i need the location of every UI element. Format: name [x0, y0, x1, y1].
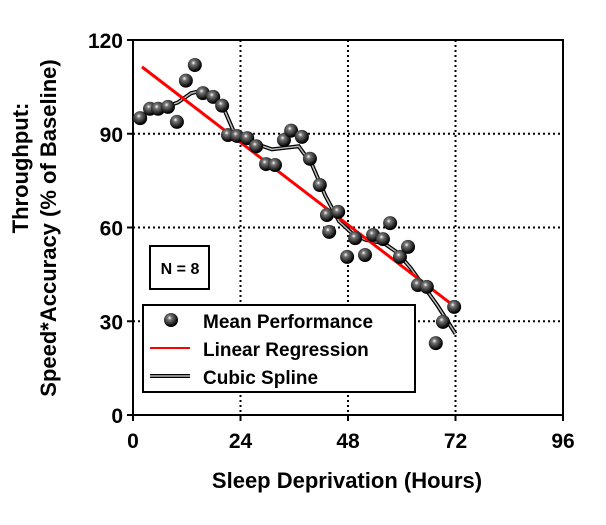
data-point	[392, 249, 407, 264]
x-tick-label: 72	[444, 430, 467, 453]
y-tick-label: 60	[100, 218, 123, 241]
annotation-box	[149, 245, 210, 290]
y-tick-label: 0	[111, 405, 123, 428]
data-point	[383, 216, 398, 231]
data-point	[206, 89, 221, 104]
y-tick-label: 30	[100, 311, 123, 334]
x-tick-label: 24	[229, 430, 253, 453]
y-axis-label-line1: Throughput:	[8, 103, 33, 234]
data-point	[178, 73, 193, 88]
data-point	[401, 239, 416, 254]
data-point	[331, 204, 346, 219]
data-point	[428, 336, 443, 351]
data-point	[358, 248, 373, 262]
data-point	[215, 98, 230, 113]
data-point	[447, 299, 462, 314]
cubic-spline-line-outline	[141, 87, 458, 335]
x-tick-label: 48	[336, 430, 360, 453]
data-point	[322, 224, 337, 239]
data-point	[302, 151, 317, 166]
legend-label: Mean Performance	[203, 312, 373, 333]
legend-label: Cubic Spline	[203, 368, 318, 389]
legend-marker-points	[164, 313, 178, 327]
data-point	[284, 123, 299, 138]
x-tick-label: 0	[127, 430, 139, 453]
data-point	[312, 178, 327, 192]
data-point	[160, 99, 175, 114]
linear-regression-line	[141, 65, 457, 309]
x-tick-label: 96	[551, 430, 574, 453]
legend-label: Linear Regression	[203, 340, 369, 361]
data-point	[419, 279, 434, 294]
data-point	[340, 249, 355, 264]
y-axis-label-line2: Speed*Accuracy (% of Baseline)	[36, 59, 61, 396]
data-point	[249, 139, 264, 154]
data-point	[294, 129, 309, 144]
data-point	[267, 158, 282, 172]
x-axis-label: Sleep Deprivation (Hours)	[212, 468, 482, 493]
data-point	[375, 232, 390, 247]
data-point	[187, 58, 202, 72]
data-point	[133, 111, 148, 126]
data-point	[319, 208, 334, 222]
data-point	[169, 114, 184, 129]
cubic-spline-line	[141, 89, 457, 335]
data-point	[348, 231, 363, 246]
data-point	[435, 314, 450, 329]
y-tick-label: 120	[88, 30, 123, 53]
annotation-text: N = 8	[161, 261, 200, 278]
data-point	[240, 131, 255, 146]
y-tick-label: 90	[100, 124, 123, 147]
